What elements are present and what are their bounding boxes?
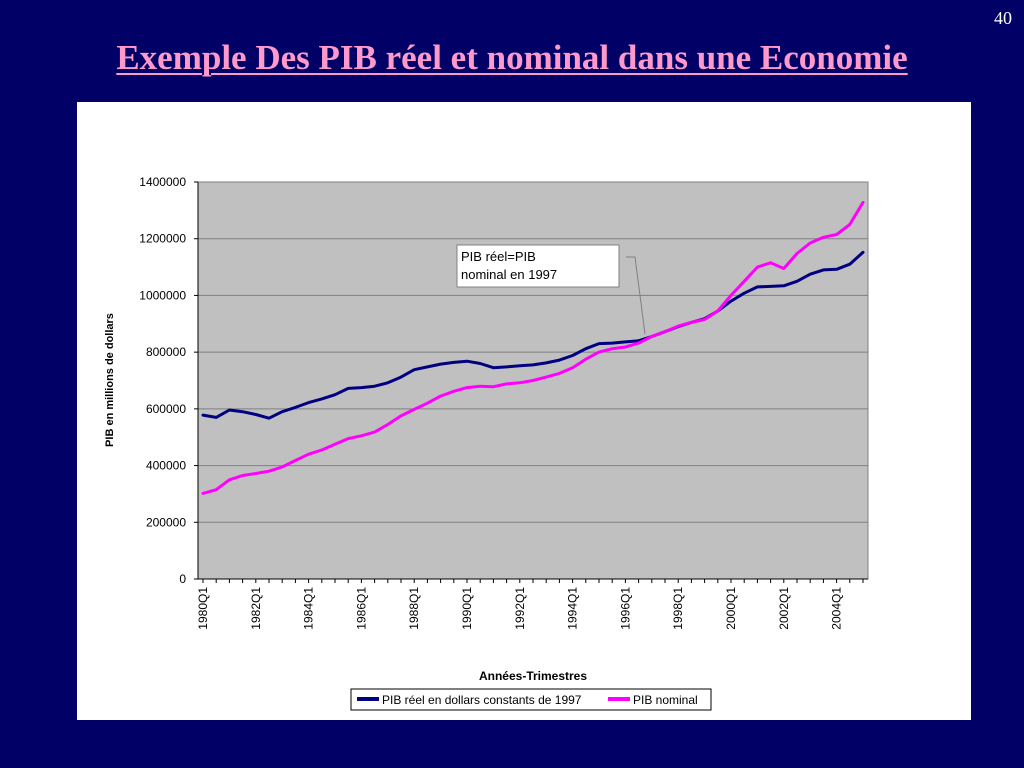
- x-tick-label: 2000Q1: [724, 587, 738, 630]
- x-axis-title: Années-Trimestres: [479, 669, 587, 683]
- y-tick-label: 0: [179, 572, 186, 586]
- axes: 1400000 1200000 1000000 800000 600000 400000 2…: [139, 175, 868, 630]
- x-tick-label: 1986Q1: [354, 587, 368, 630]
- annotation-leader-line: [626, 256, 646, 335]
- series-lines: [201, 200, 865, 495]
- series-line-nominal: [201, 200, 865, 495]
- y-tick-label: 800000: [146, 345, 186, 359]
- gdp-line-chart: 1400000 1200000 1000000 800000 600000 400000 2…: [104, 175, 869, 711]
- legend: PIB réel en dollars constants de 1997 PI…: [350, 688, 712, 711]
- y-tick-label: 1000000: [139, 288, 186, 302]
- x-tick-label: 1994Q1: [566, 587, 580, 630]
- x-tick-label: 1988Q1: [407, 587, 421, 630]
- x-tick-label: 1996Q1: [618, 587, 632, 630]
- x-tick-label: 2002Q1: [777, 587, 791, 630]
- x-tick-label: 2004Q1: [830, 587, 844, 630]
- slide-number: 40: [994, 8, 1012, 28]
- x-tick-label: 1980Q1: [196, 587, 210, 630]
- gridlines: [198, 238, 868, 523]
- y-axis-title: PIB en millions de dollars: [104, 313, 116, 447]
- annotation-line-2: nominal en 1997: [461, 267, 557, 282]
- legend-label-real: PIB réel en dollars constants de 1997: [382, 693, 582, 707]
- series-line-real: [201, 250, 865, 420]
- annotation: PIB réel=PIB nominal en 1997: [456, 244, 646, 335]
- x-tick-label: 1984Q1: [302, 587, 316, 630]
- x-tick-label: 1998Q1: [671, 587, 685, 630]
- slide-title: Exemple Des PIB réel et nominal dans une…: [116, 38, 908, 77]
- y-tick-label: 600000: [146, 402, 186, 416]
- annotation-box: [456, 244, 620, 288]
- x-tick-label: 1982Q1: [249, 587, 263, 630]
- x-tick-label: 1990Q1: [460, 587, 474, 630]
- chart-panel: 1400000 1200000 1000000 800000 600000 400000 2…: [77, 102, 971, 720]
- y-tick-label: 200000: [146, 515, 186, 529]
- y-tick-label: 1200000: [139, 232, 186, 246]
- x-tick-label: 1992Q1: [513, 587, 527, 630]
- legend-box: [350, 688, 712, 711]
- y-tick-label: 1400000: [139, 175, 186, 189]
- y-tick-label: 400000: [146, 459, 186, 473]
- legend-label-nominal: PIB nominal: [633, 693, 698, 707]
- annotation-line-1: PIB réel=PIB: [461, 249, 536, 264]
